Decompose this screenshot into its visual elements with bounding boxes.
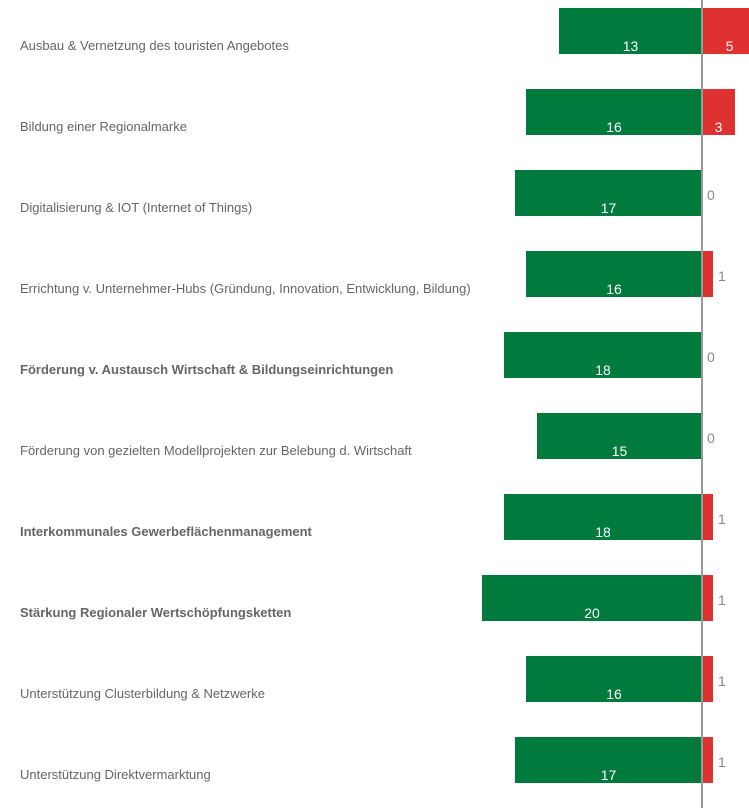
bar [537, 413, 702, 459]
bar [702, 656, 713, 702]
bar [515, 737, 702, 783]
category-label: Unterstützung Clusterbildung & Netzwerke [20, 686, 265, 701]
value-label: 16 [606, 119, 622, 135]
category-label: Digitalisierung & IOT (Internet of Thing… [20, 200, 253, 215]
bar [504, 332, 702, 378]
bar [526, 656, 702, 702]
value-label: 16 [606, 281, 622, 297]
category-label: Ausbau & Vernetzung des touristen Angebo… [20, 38, 289, 53]
value-label: 1 [718, 754, 726, 770]
value-label: 20 [584, 605, 600, 621]
value-label: 0 [707, 430, 715, 446]
value-label: 17 [601, 200, 617, 216]
category-label: Interkommunales Gewerbeflächenmanagement [20, 524, 312, 539]
category-label: Förderung v. Austausch Wirtschaft & Bild… [20, 362, 394, 377]
bar [504, 494, 702, 540]
value-label: 0 [707, 187, 715, 203]
value-label: 16 [606, 686, 622, 702]
category-label: Bildung einer Regionalmarke [20, 119, 187, 134]
value-label: 15 [612, 443, 628, 459]
value-label: 5 [726, 38, 734, 54]
value-label: 1 [718, 511, 726, 527]
category-label: Förderung von gezielten Modellprojekten … [20, 443, 412, 458]
bar [702, 494, 713, 540]
bar [526, 89, 702, 135]
value-label: 1 [718, 268, 726, 284]
value-label: 18 [595, 362, 611, 378]
bar [559, 8, 702, 54]
value-label: 18 [595, 524, 611, 540]
value-label: 1 [718, 673, 726, 689]
bar [702, 8, 749, 54]
value-label: 3 [715, 119, 723, 135]
value-label: 13 [623, 38, 639, 54]
category-label: Stärkung Regionaler Wertschöpfungsketten [20, 605, 292, 620]
bar [702, 737, 713, 783]
category-label: Unterstützung Direktvermarktung [20, 767, 211, 782]
bar [702, 575, 713, 621]
value-label: 17 [601, 767, 617, 783]
value-label: 1 [718, 592, 726, 608]
value-label: 0 [707, 349, 715, 365]
bar [515, 170, 702, 216]
bar [702, 251, 713, 297]
bar [526, 251, 702, 297]
category-label: Errichtung v. Unternehmer-Hubs (Gründung… [20, 281, 471, 296]
bar [482, 575, 702, 621]
bar [702, 89, 735, 135]
